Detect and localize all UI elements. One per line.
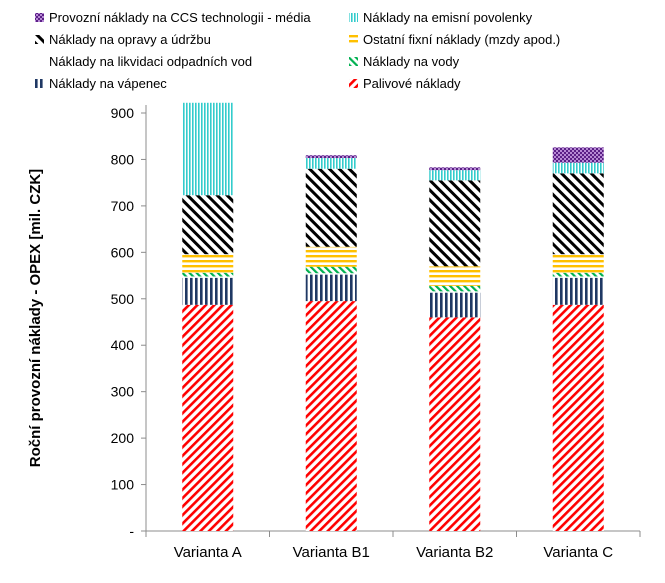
bar-segment — [182, 277, 234, 305]
bar-segment — [305, 274, 357, 302]
legend-swatch — [35, 35, 44, 44]
bar-segment — [306, 273, 357, 274]
y-tick-label: - — [129, 523, 134, 539]
legend-swatch — [349, 13, 358, 22]
bar-segment — [429, 180, 481, 267]
bar-segment — [429, 285, 481, 292]
bar-segment — [182, 195, 234, 255]
bar-segment — [182, 272, 234, 277]
bar-segment — [305, 168, 357, 247]
legend-swatch — [349, 57, 358, 66]
bar-segment — [552, 272, 604, 277]
legend-label: Provozní náklady na CCS technologii - mé… — [49, 10, 311, 25]
bar-segment — [429, 170, 481, 181]
bar-segment — [429, 291, 480, 292]
plot-area: - 100 200 300 400 500 600 700 800 900 Varianta A Va… — [111, 102, 641, 561]
legend-label: Náklady na opravy a údržbu — [49, 32, 211, 47]
category-label: Varianta B1 — [293, 544, 370, 561]
legend-label: Náklady na emisní povolenky — [363, 10, 533, 25]
bar-segment — [553, 276, 604, 277]
legend-label: Náklady na likvidaci odpadních vod — [49, 54, 252, 69]
bar-segment — [552, 147, 604, 163]
y-tick-label: 300 — [111, 384, 135, 400]
y-tick-label: 100 — [111, 477, 135, 493]
category-label: Varianta A — [174, 544, 242, 561]
bar-segment — [305, 158, 357, 169]
y-tick-label: 900 — [111, 105, 135, 121]
bar-segment — [305, 266, 357, 274]
bar-segment — [182, 102, 234, 196]
y-tick-label: 500 — [111, 291, 135, 307]
bar-segment — [552, 254, 604, 273]
legend-label: Náklady na vápenec — [49, 76, 167, 91]
legend-label: Náklady na vody — [363, 54, 460, 69]
legend-swatch — [349, 79, 358, 88]
bar-segment — [182, 304, 234, 531]
y-tick-label: 200 — [111, 430, 135, 446]
legend: Provozní náklady na CCS technologii - mé… — [35, 10, 560, 91]
bar-segment — [305, 246, 357, 267]
legend-swatch — [35, 57, 44, 66]
bar-segment — [305, 155, 357, 159]
bar-segment — [552, 304, 604, 531]
y-tick-label: 600 — [111, 244, 135, 260]
y-tick-label: 800 — [111, 151, 135, 167]
bar-segment — [552, 277, 604, 305]
legend-label: Ostatní fixní náklady (mzdy apod.) — [363, 32, 560, 47]
legend-swatch — [35, 13, 44, 22]
legend-label: Palivové náklady — [363, 76, 461, 91]
y-tick-label: 400 — [111, 337, 135, 353]
bar-segment — [552, 173, 604, 255]
bar-segment — [182, 276, 233, 277]
y-axis-label: Roční provozní náklady - OPEX [mil. CZK] — [27, 169, 44, 467]
bar-segment — [429, 167, 481, 171]
bar-segment — [429, 317, 481, 531]
bar-segment — [429, 266, 481, 286]
bar-segment — [429, 292, 481, 318]
legend-swatch — [349, 35, 358, 44]
y-tick-label: 700 — [111, 198, 135, 214]
category-label: Varianta B2 — [416, 544, 493, 561]
bar-segment — [552, 162, 604, 174]
bar-segment — [305, 301, 357, 531]
legend-swatch — [35, 79, 44, 88]
bar-segment — [182, 254, 234, 273]
category-label: Varianta C — [543, 544, 613, 561]
